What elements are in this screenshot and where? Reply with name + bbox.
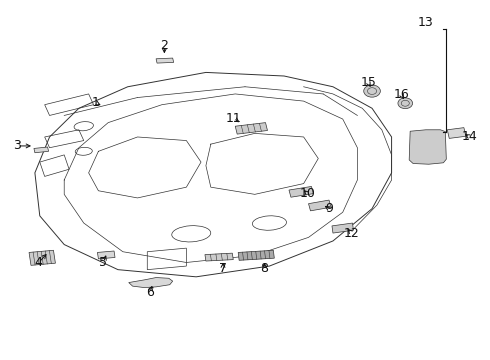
Polygon shape	[156, 58, 173, 63]
Polygon shape	[129, 278, 172, 288]
Text: 1: 1	[92, 96, 100, 109]
Text: 15: 15	[360, 76, 376, 89]
Polygon shape	[289, 186, 314, 197]
Polygon shape	[34, 147, 49, 153]
Text: 5: 5	[99, 256, 107, 269]
Ellipse shape	[398, 98, 413, 109]
Text: 16: 16	[393, 88, 409, 101]
Polygon shape	[29, 250, 55, 265]
Polygon shape	[238, 250, 274, 260]
Text: 12: 12	[343, 226, 359, 239]
Text: 11: 11	[225, 112, 241, 125]
Polygon shape	[332, 223, 353, 233]
Text: 13: 13	[418, 16, 434, 29]
Text: 2: 2	[160, 39, 169, 52]
Text: 4: 4	[35, 256, 43, 269]
Polygon shape	[235, 123, 268, 134]
Text: 8: 8	[261, 262, 269, 275]
Text: 7: 7	[219, 262, 227, 275]
Text: 14: 14	[462, 130, 478, 144]
Text: 3: 3	[13, 139, 21, 152]
Text: 6: 6	[146, 287, 154, 300]
Polygon shape	[98, 251, 115, 259]
Polygon shape	[447, 128, 466, 138]
Text: 9: 9	[325, 202, 333, 215]
Text: 10: 10	[299, 187, 316, 200]
Ellipse shape	[364, 85, 380, 97]
Polygon shape	[309, 200, 331, 211]
Polygon shape	[205, 253, 233, 261]
Polygon shape	[409, 130, 446, 164]
